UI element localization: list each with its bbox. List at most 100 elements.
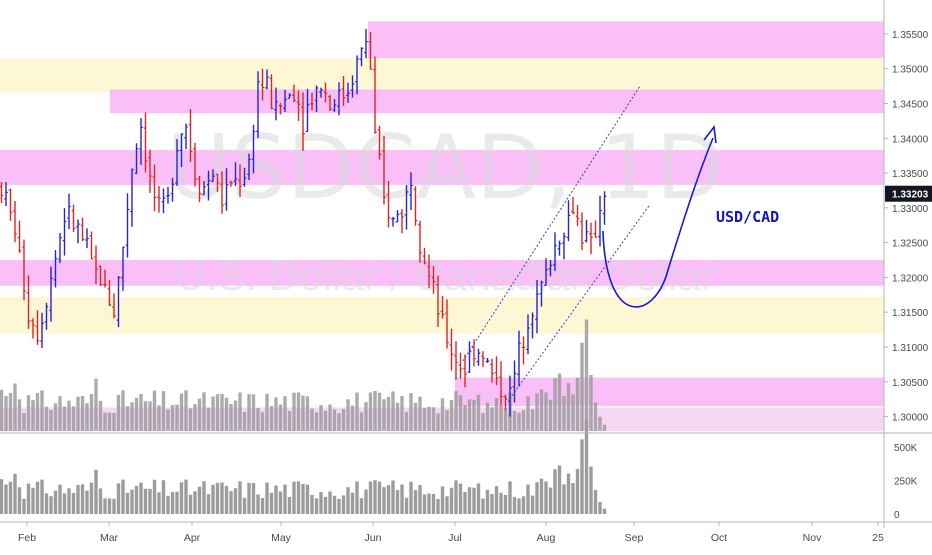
volume-overlay-bar bbox=[179, 393, 184, 431]
volume-overlay-bar bbox=[121, 390, 125, 431]
volume-overlay-bar bbox=[323, 410, 328, 431]
volume-bar bbox=[49, 496, 53, 514]
price-tick-label: 1.33500 bbox=[892, 169, 929, 180]
volume-bar bbox=[121, 479, 125, 514]
volume-bar bbox=[67, 488, 71, 514]
volume-bar bbox=[467, 487, 472, 514]
zone-supply-2 bbox=[110, 89, 884, 114]
volume-bar bbox=[224, 485, 229, 514]
volume-overlay-bar bbox=[427, 406, 431, 431]
volume-bar bbox=[251, 483, 256, 514]
volume-bar bbox=[58, 484, 62, 514]
volume-bar bbox=[404, 497, 409, 514]
volume-overlay-bar bbox=[116, 394, 121, 431]
volume-bar bbox=[422, 494, 427, 514]
time-tick-label: May bbox=[271, 532, 292, 544]
volume-bar bbox=[368, 481, 373, 514]
volume-overlay-bar bbox=[296, 392, 301, 431]
usdcad-annotation: USD/CAD bbox=[716, 208, 779, 226]
time-tick-label: Aug bbox=[537, 532, 556, 544]
volume-overlay-bar bbox=[4, 396, 8, 431]
volume-bar bbox=[445, 496, 449, 514]
volume-overlay-bar bbox=[350, 405, 355, 431]
time-tick-label: Feb bbox=[18, 532, 36, 544]
volume-tick-label: 250K bbox=[894, 477, 918, 488]
volume-bar bbox=[202, 481, 206, 514]
price-tick-label: 1.31500 bbox=[892, 308, 929, 319]
volume-bar bbox=[125, 492, 130, 514]
watermark-title: USDCAD, 1D bbox=[166, 116, 723, 219]
volume-bar bbox=[175, 491, 179, 514]
volume-bar bbox=[89, 482, 94, 514]
volume-bar bbox=[359, 498, 364, 514]
volume-bar bbox=[562, 484, 566, 514]
volume-bar bbox=[71, 493, 76, 514]
volume-overlay-bar bbox=[175, 404, 179, 431]
price-tick-label: 1.32500 bbox=[892, 239, 929, 250]
volume-overlay-bar bbox=[89, 394, 94, 431]
volume-bar bbox=[413, 490, 418, 514]
volume-overlay-bar bbox=[170, 405, 175, 431]
watermark-layer: USDCAD, 1D U.S. Dollar / Canadian Dollar bbox=[166, 116, 723, 299]
zone-neutral-1 bbox=[0, 58, 884, 93]
volume-overlay-bar bbox=[251, 394, 256, 431]
volume-bar bbox=[0, 479, 4, 514]
volume-overlay-bar bbox=[566, 383, 571, 431]
volume-overlay-bar bbox=[467, 399, 472, 431]
volume-bar bbox=[449, 487, 454, 514]
volume-overlay-bar bbox=[130, 402, 134, 431]
volume-bar bbox=[364, 489, 368, 514]
volume-bar bbox=[521, 496, 526, 514]
volume-overlay-bar bbox=[346, 399, 350, 431]
volume-bar bbox=[355, 481, 359, 514]
price-tick-label: 1.34000 bbox=[892, 134, 929, 145]
projection-arrowhead bbox=[703, 124, 717, 144]
volume-tick-label: 500K bbox=[894, 443, 918, 454]
volume-overlay-bar bbox=[418, 396, 422, 431]
watermark-subtitle: U.S. Dollar / Canadian Dollar bbox=[175, 252, 714, 299]
volume-overlay-bar bbox=[436, 413, 440, 431]
volume-overlay-bar bbox=[364, 402, 368, 431]
volume-bar bbox=[535, 482, 539, 514]
volume-bar bbox=[517, 498, 521, 514]
last-price-label: 1.33203 bbox=[892, 190, 929, 201]
volume-overlay-bar bbox=[76, 396, 80, 431]
volume-bar bbox=[319, 492, 323, 514]
volume-overlay-bar bbox=[319, 405, 323, 431]
volume-bar bbox=[161, 480, 166, 514]
volume-overlay-bar bbox=[143, 401, 148, 431]
volume-bar bbox=[386, 485, 391, 514]
volume-overlay-bar bbox=[85, 403, 89, 431]
volume-bar bbox=[292, 481, 296, 514]
volume-overlay-bar bbox=[211, 396, 215, 431]
volume-bar bbox=[373, 480, 377, 514]
volume-bar bbox=[503, 494, 508, 514]
volume-bar bbox=[337, 498, 341, 514]
volume-bar bbox=[508, 481, 512, 514]
volume-bar bbox=[247, 482, 251, 514]
volume-overlay-bar bbox=[341, 409, 346, 431]
volume-overlay-bar bbox=[526, 396, 530, 431]
volume-overlay-bar bbox=[31, 400, 35, 431]
volume-overlay-bar bbox=[80, 396, 85, 431]
volume-bar bbox=[512, 496, 517, 514]
volume-bar bbox=[526, 484, 530, 514]
volume-overlay-bar bbox=[197, 398, 202, 431]
volume-overlay-bar bbox=[521, 410, 526, 431]
price-tick-label: 1.30500 bbox=[892, 378, 929, 389]
volume-overlay-bar bbox=[103, 412, 107, 431]
volume-overlay-bar bbox=[215, 394, 220, 431]
price-axis-bg bbox=[884, 0, 932, 550]
volume-bar bbox=[211, 484, 215, 514]
volume-bar bbox=[44, 493, 49, 514]
volume-overlay-bar bbox=[40, 390, 44, 431]
volume-overlay-bar bbox=[454, 391, 458, 431]
time-tick-label: Apr bbox=[184, 532, 201, 544]
volume-overlay-bar bbox=[557, 373, 562, 431]
volume-bar bbox=[53, 490, 58, 514]
volume-bar bbox=[76, 484, 80, 514]
volume-bar bbox=[260, 498, 265, 514]
price-tick-label: 1.30000 bbox=[892, 413, 929, 424]
